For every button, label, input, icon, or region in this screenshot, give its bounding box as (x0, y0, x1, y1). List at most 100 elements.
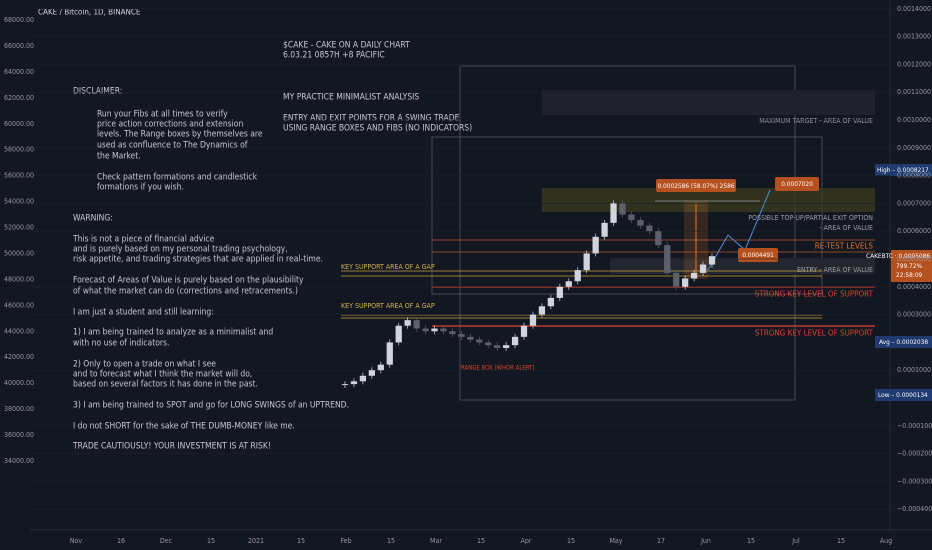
warning-line: and to forecast what I think the market … (73, 370, 252, 380)
warning-line: 1) I am being trained to analyze as a mi… (73, 328, 273, 338)
y2-tick-label: 58000.00 (4, 146, 34, 154)
symbol-header: CAKE / Bitcoin, 1D, BINANCE (38, 8, 141, 17)
y-tick-label: −0.0004000 (897, 505, 932, 513)
y-tick-label: 0.0001000 (897, 366, 931, 374)
annotation: - AREA OF VALUE (819, 224, 873, 232)
candle (413, 320, 420, 329)
annotation: KEY SUPPORT AREA OF A GAP (341, 263, 435, 271)
target-zone (542, 90, 875, 115)
warning-line: of what the market can do (corrections a… (73, 287, 298, 297)
badge (656, 179, 736, 192)
timer-label: 22:58:09 (896, 271, 923, 279)
y-tick-label: 0.0010000 (897, 116, 931, 124)
y2-tick-label: 44000.00 (4, 327, 34, 335)
y-tick-label: 0.0007000 (897, 199, 931, 207)
warning-line: WARNING: (73, 214, 113, 224)
y2-tick-label: 42000.00 (4, 353, 34, 361)
y2-tick-label: 68000.00 (4, 16, 34, 24)
y-tick-label: −0.0003000 (897, 477, 932, 485)
disclaimer-line: Check pattern formations and candlestick (97, 173, 258, 183)
note: MY PRACTICE MINIMALIST ANALYSIS (283, 93, 419, 103)
y2-tick-label: 64000.00 (4, 68, 34, 76)
y-tick-label: 0.0005000 (897, 255, 931, 263)
candle (556, 286, 563, 298)
disclaimer-line: Run your Fibs at all times to verify (97, 110, 228, 120)
y2-tick-label: 46000.00 (4, 301, 34, 309)
disclaimer-line: price action corrections and extension (97, 120, 243, 130)
x-tick-label: Apr (521, 537, 532, 545)
annotation: STRONG KEY LEVEL OF SUPPORT (755, 290, 874, 299)
y2-tick-label: 50000.00 (4, 249, 34, 257)
candle (359, 375, 367, 382)
candle (655, 231, 662, 246)
entry-price-label: 0.0004491 (742, 251, 774, 259)
candle (350, 381, 358, 385)
candle (592, 236, 599, 254)
disclaimer-line: formations if you wish. (97, 183, 184, 193)
candle (467, 336, 474, 340)
note: DISCLAIMER: (73, 87, 122, 97)
high-label: High – 0.0008217 (877, 166, 929, 174)
candle (494, 345, 501, 348)
y-tick-label: 0.0008000 (897, 172, 931, 180)
badge (775, 177, 819, 191)
candle (422, 328, 429, 332)
warning-line: TRADE CAUTIOUSLY! YOUR INVESTMENT IS AT … (72, 442, 271, 452)
price-badge (875, 336, 932, 348)
candle (341, 384, 349, 386)
x-tick-label: 17 (657, 537, 665, 545)
candle (404, 320, 411, 326)
candle (502, 345, 510, 348)
x-tick-label: 15 (747, 537, 755, 545)
y-tick-label: 0.0003000 (897, 311, 931, 319)
warning-line: 3) I am being trained to SPOT and go for… (73, 401, 349, 411)
y2-tick-label: 40000.00 (4, 379, 34, 387)
candle (458, 334, 465, 337)
candle (565, 281, 572, 287)
x-tick-label: Mar (430, 537, 442, 545)
candle (583, 253, 590, 271)
y2-tick-label: 34000.00 (4, 457, 34, 465)
badge (738, 248, 778, 262)
candle (547, 297, 555, 307)
disclaimer-line: levels. The Range boxes by themselves ar… (97, 130, 263, 140)
candle (449, 331, 456, 335)
x-tick-label: Feb (340, 537, 351, 545)
candle (673, 272, 680, 287)
candle (637, 220, 644, 226)
annotation: POSSIBLE TOP-UP/PARTIAL EXIT OPTION (748, 214, 873, 222)
y-tick-label: 0.0006000 (897, 227, 931, 235)
y2-tick-label: 52000.00 (4, 224, 34, 232)
y2-tick-label: 60000.00 (4, 120, 34, 128)
target-label: 0.0007020 (781, 180, 813, 188)
y-tick-label: 0.0014000 (897, 5, 931, 13)
annotation: RANGE BOX (WHOR ALERT) (461, 365, 534, 372)
candle (431, 328, 438, 332)
warning-line: and is purely based on my personal tradi… (73, 245, 288, 255)
y-tick-label: 0.0011000 (897, 88, 931, 96)
candle (610, 203, 617, 223)
annotation: ENTRY - AREA OF VALUE (797, 266, 873, 274)
chart-title: $CAKE - CAKE ON A DAILY CHART (283, 41, 410, 51)
change-label: 799.72% (896, 262, 922, 270)
candle (664, 245, 671, 273)
y2-tick-label: 66000.00 (4, 42, 34, 50)
candle (476, 339, 483, 343)
disclaimer-line: the Market. (97, 152, 141, 162)
candle (619, 203, 626, 215)
avg-label: Avg – 0.0002038 (879, 338, 928, 346)
annotation: STRONG KEY LEVEL OF SUPPORT (755, 329, 874, 338)
candle (377, 364, 384, 371)
candle (529, 314, 537, 326)
candle (628, 214, 635, 221)
annotation: MAXIMUM TARGET - AREA OF VALUE (759, 117, 873, 125)
y-tick-label: 0.0009000 (897, 144, 931, 152)
x-tick-label: 15 (297, 537, 305, 545)
warning-line: based on several factors it has done in … (73, 380, 258, 390)
candle (574, 270, 581, 282)
y-tick-label: −0.0001000 (897, 422, 932, 430)
annotation: RE-TEST LEVELS (815, 242, 874, 251)
warning-line: I am just a student and still learning: (73, 308, 214, 318)
x-tick-label: Nov (70, 537, 83, 545)
